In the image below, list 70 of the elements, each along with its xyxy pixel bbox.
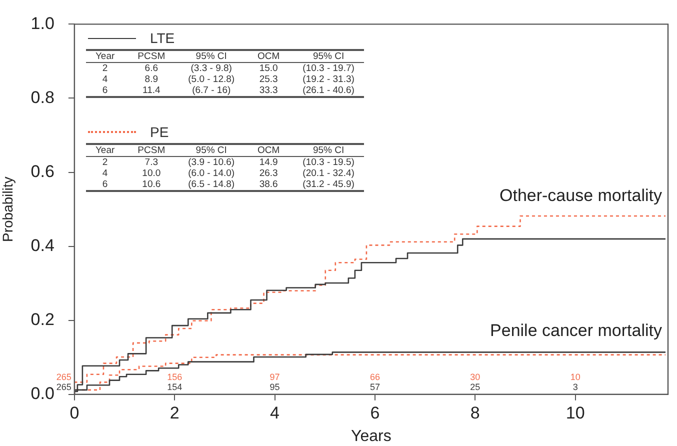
x-tick-label: 0 — [70, 403, 80, 422]
annotation: 154 — [167, 382, 182, 392]
annotation: 6 — [101, 179, 109, 190]
y-tick-label: 0.8 — [30, 88, 54, 107]
annotation: (19.2 - 31.3) — [302, 74, 356, 85]
y-tick-label: 0.0 — [30, 384, 54, 404]
annotation: 14.9 — [258, 157, 279, 168]
annotation: 156 — [167, 372, 182, 382]
annotation: 8.9 — [144, 74, 160, 85]
annotation: 10.6 — [141, 179, 162, 190]
annotation: (6.0 - 14.0) — [187, 168, 236, 179]
annotation: 26.3 — [258, 168, 279, 179]
x-tick-label: 6 — [370, 403, 380, 422]
x-tick-label: 2 — [170, 403, 180, 422]
annotation: 6.6 — [144, 63, 160, 74]
annotation: 57 — [370, 382, 380, 392]
y-tick-label: 0.6 — [30, 162, 54, 181]
annotation: 6 — [101, 85, 109, 96]
annotation: 25 — [470, 382, 480, 392]
annotation: (6.5 - 14.8) — [187, 179, 236, 190]
y-tick-label: 0.2 — [30, 310, 54, 330]
annotation: (10.3 - 19.7) — [302, 63, 356, 74]
annotation: 10.0 — [141, 168, 162, 179]
annotation: PCSM — [124, 145, 179, 157]
annotation: 2 — [101, 157, 109, 168]
annotation: (10.3 - 19.5) — [302, 157, 356, 168]
annotation: (20.1 - 32.4) — [302, 168, 356, 179]
annotation: (3.9 - 10.6) — [187, 157, 236, 168]
annotation: Penile cancer mortality — [490, 321, 662, 340]
annotation: (5.0 - 12.8) — [187, 74, 236, 85]
text: 265 — [56, 382, 72, 392]
annotation: OCM — [244, 51, 294, 63]
x-tick-label: 10 — [566, 403, 585, 422]
annotation: 4 — [101, 168, 109, 179]
annotation: 25.3 — [258, 74, 279, 85]
annotation: 66 — [370, 372, 380, 382]
annotation: Other-cause mortality — [500, 186, 662, 206]
annotation: 10 — [570, 372, 580, 382]
annotation: 95 — [270, 382, 280, 392]
annotation: 3 — [572, 382, 578, 392]
annotation: PCSM — [124, 51, 179, 63]
y-axis-title: Probability — [0, 176, 16, 242]
annotation: 95% CI — [178, 51, 244, 63]
annotation: 38.6 — [258, 179, 279, 190]
y-tick-label: 0.4 — [30, 236, 54, 256]
annotation: 33.3 — [258, 85, 279, 96]
annotation: Year — [86, 145, 124, 157]
x-tick-label: 8 — [470, 403, 480, 422]
annotation: 30 — [470, 372, 480, 382]
annotation: (26.1 - 40.6) — [302, 85, 356, 96]
annotation: 95% CI — [178, 145, 244, 157]
x-tick-label: 4 — [270, 403, 280, 422]
annotation: 4 — [101, 74, 109, 85]
legend-label: PE — [150, 124, 169, 140]
text: 265 — [56, 372, 72, 382]
annotation: 11.4 — [142, 85, 162, 96]
annotation: 15.0 — [258, 63, 279, 74]
legend-label: LTE — [150, 30, 175, 46]
annotation: (6.7 - 16) — [191, 85, 232, 96]
annotation: (31.2 - 45.9) — [302, 179, 356, 190]
annotation: 7.3 — [144, 157, 160, 168]
annotation: Year — [86, 51, 124, 63]
annotation: 95% CI — [293, 145, 364, 157]
annotation: OCM — [244, 145, 294, 157]
annotation: 97 — [270, 372, 280, 382]
x-axis-title: Years — [351, 428, 392, 445]
annotation: 2 — [101, 63, 109, 74]
y-tick-label: 1.0 — [30, 14, 54, 33]
annotation: 95% CI — [293, 51, 364, 63]
annotation: (3.3 - 9.8) — [190, 63, 233, 74]
